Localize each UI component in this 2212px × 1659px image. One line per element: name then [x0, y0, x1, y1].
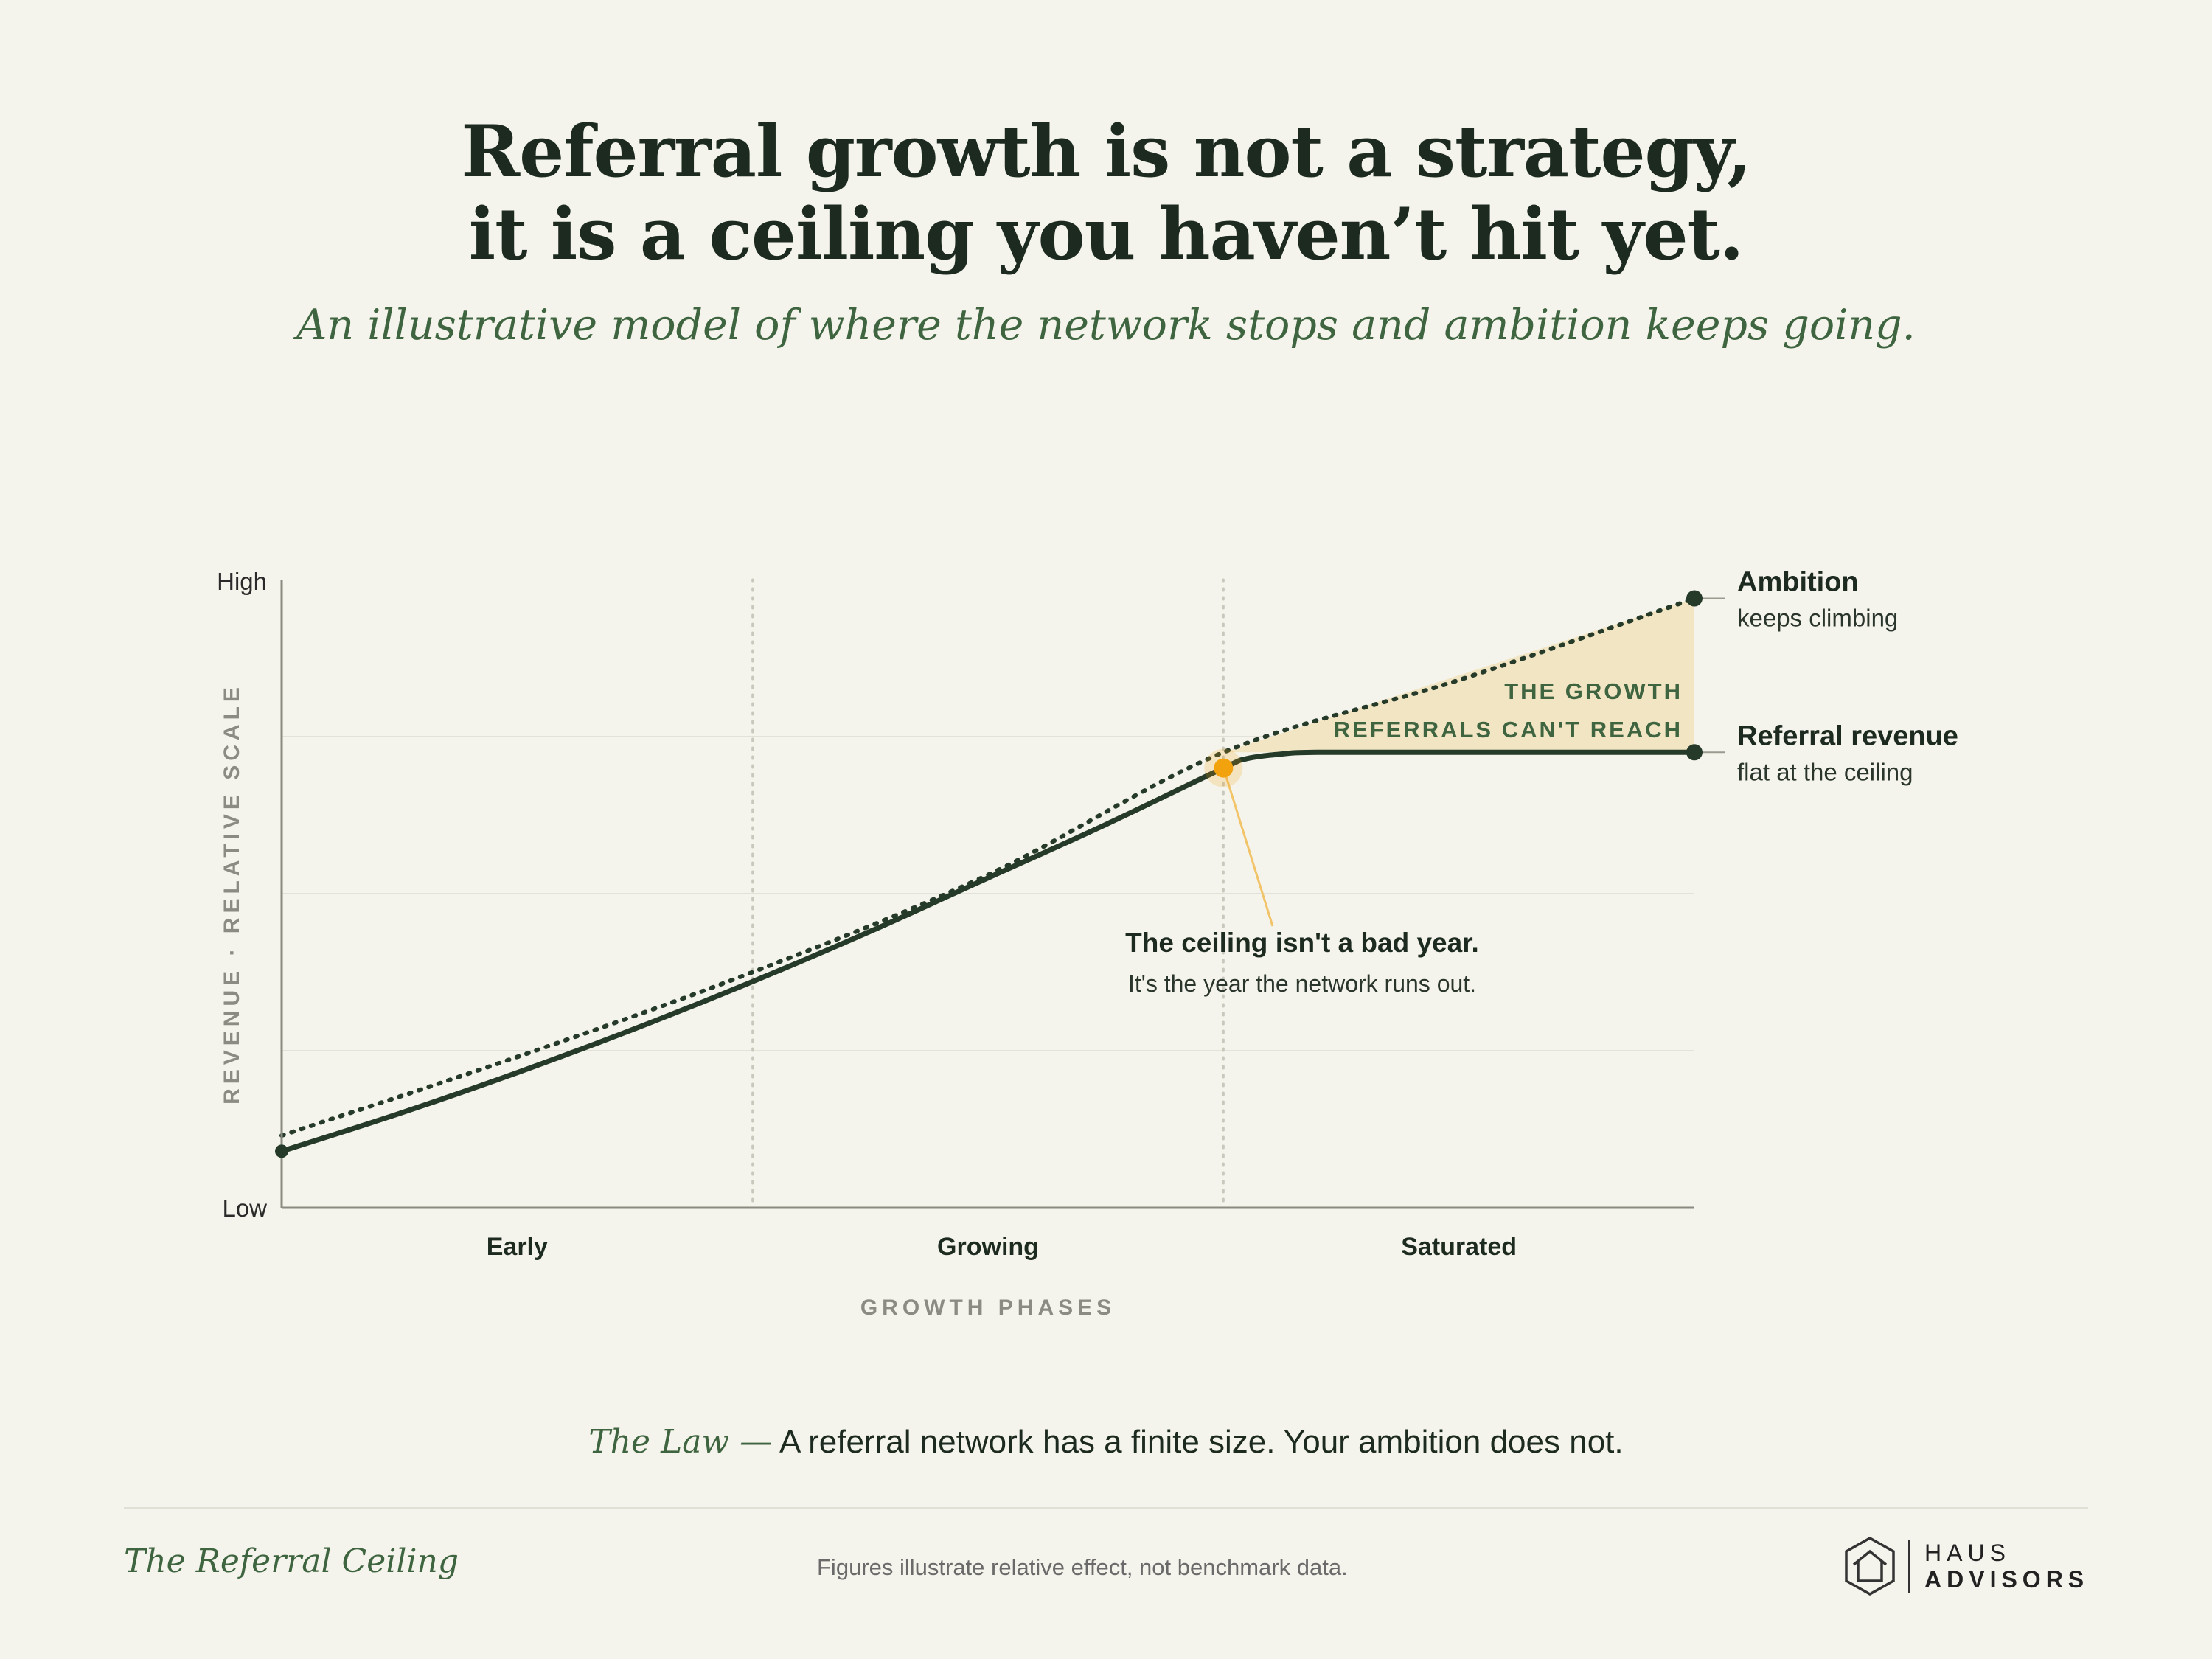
- logo-text-haus: HAUS: [1924, 1540, 2011, 1566]
- law-label: The Law —: [588, 1423, 773, 1461]
- hexagon-house-icon: [1845, 1536, 1895, 1596]
- logo-divider: [1908, 1540, 1910, 1593]
- title-line-1: Referral growth is not a strategy,: [461, 110, 1751, 193]
- gap-label-line-1: THE GROWTH: [1504, 678, 1683, 704]
- referral-start-point: [275, 1144, 288, 1158]
- ambition-sublabel: keeps climbing: [1737, 605, 1898, 632]
- x-tick-saturated: Saturated: [1401, 1233, 1517, 1261]
- gap-label-line-2: REFERRALS CAN'T REACH: [1334, 717, 1683, 742]
- title-line-2: it is a ceiling you haven’t hit yet.: [468, 192, 1745, 276]
- referral-label: Referral revenue: [1737, 720, 1958, 751]
- law-statement: The Law — A referral network has a finit…: [0, 1423, 2212, 1461]
- y-tick-high: High: [217, 568, 267, 595]
- growth-gap-area: [1223, 598, 1694, 753]
- footer-disclaimer: Figures illustrate relative effect, not …: [817, 1554, 1348, 1580]
- footer-series-title: The Referral Ceiling: [124, 1543, 459, 1580]
- referral-sublabel: flat at the ceiling: [1737, 758, 1913, 785]
- callout-leader: [1222, 768, 1274, 927]
- haus-advisors-logo: HAUS ADVISORS: [1843, 1534, 2094, 1600]
- chart-title: Referral growth is not a strategy, it is…: [0, 111, 2212, 276]
- x-axis-label: GROWTH PHASES: [860, 1295, 1116, 1320]
- y-tick-low: Low: [222, 1194, 267, 1222]
- ambition-end-point: [1686, 590, 1703, 607]
- referral-end-point: [1686, 744, 1703, 761]
- callout-body: It's the year the network runs out.: [1128, 970, 1476, 997]
- x-tick-growing: Growing: [937, 1233, 1039, 1261]
- logo-text-advisors: ADVISORS: [1924, 1566, 2090, 1593]
- y-axis-label: REVENUE · RELATIVE SCALE: [220, 683, 244, 1105]
- law-text: A referral network has a finite size. Yo…: [779, 1424, 1624, 1460]
- footer-divider: [124, 1507, 2088, 1509]
- ambition-line: [279, 596, 1697, 1138]
- callout-title: The ceiling isn't a bad year.: [1125, 928, 1479, 958]
- ambition-label: Ambition: [1737, 567, 1859, 598]
- chart-subtitle: An illustrative model of where the netwo…: [296, 301, 1916, 349]
- referral-revenue-line: [280, 749, 1695, 1154]
- x-tick-early: Early: [487, 1233, 548, 1261]
- ceiling-marker: [1214, 758, 1234, 778]
